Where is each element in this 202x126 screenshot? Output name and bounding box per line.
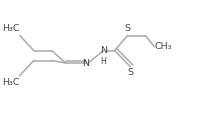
Text: N: N (100, 46, 106, 55)
Text: S: S (124, 24, 130, 33)
Text: H₃C: H₃C (2, 24, 20, 33)
Text: S: S (127, 68, 133, 77)
Text: N: N (82, 58, 89, 68)
Text: CH₃: CH₃ (154, 42, 171, 51)
Text: H₃C: H₃C (2, 78, 20, 87)
Text: H: H (100, 57, 106, 66)
